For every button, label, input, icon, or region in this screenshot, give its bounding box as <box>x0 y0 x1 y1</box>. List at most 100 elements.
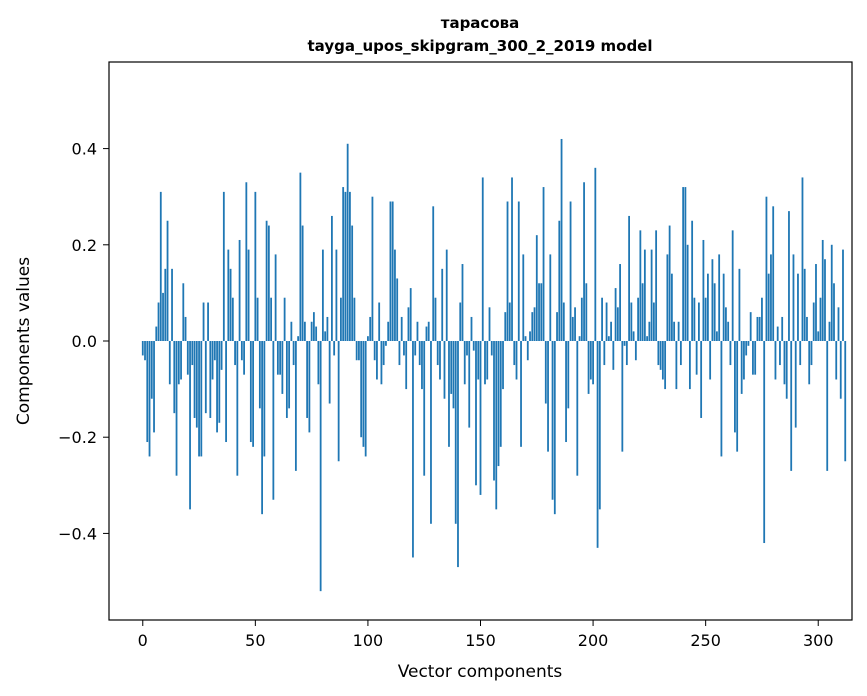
y-axis-label: Components values <box>14 257 34 425</box>
bar <box>227 249 230 341</box>
bar <box>628 215 630 341</box>
bar <box>186 341 189 375</box>
bar <box>414 341 417 356</box>
bar <box>679 341 682 366</box>
bar <box>360 341 363 438</box>
bar <box>159 191 162 341</box>
y-tick-label: 0.4 <box>72 140 97 159</box>
bar <box>772 206 775 341</box>
bar <box>432 206 435 341</box>
x-tick-label: 50 <box>245 631 265 650</box>
bar <box>826 341 829 471</box>
bar <box>574 307 576 341</box>
bar <box>481 177 484 341</box>
bar <box>315 326 318 341</box>
bar <box>781 316 784 341</box>
bar <box>709 341 712 380</box>
bar <box>155 326 158 341</box>
y-tick-label: 0.2 <box>72 236 97 255</box>
bar <box>216 341 218 433</box>
bar <box>162 292 164 341</box>
bar <box>472 341 475 351</box>
bar <box>245 182 248 341</box>
bar <box>371 196 374 341</box>
bar <box>416 321 419 341</box>
chart-title: тарасова <box>441 14 520 32</box>
bar <box>686 244 689 341</box>
bar <box>758 316 761 341</box>
bar <box>729 341 732 366</box>
bar <box>828 321 831 341</box>
bar <box>238 239 241 341</box>
bar <box>486 341 489 380</box>
bar <box>276 341 279 375</box>
bar <box>704 297 707 341</box>
bar <box>740 341 743 394</box>
bar <box>353 297 356 341</box>
bar <box>520 341 522 447</box>
bar <box>148 341 151 457</box>
bar <box>513 341 516 366</box>
bar <box>632 331 635 341</box>
bar <box>598 341 601 510</box>
bar <box>605 302 608 341</box>
bar <box>281 341 284 394</box>
bar <box>799 341 802 366</box>
bar <box>254 191 257 341</box>
bar <box>601 297 603 341</box>
bar <box>229 268 232 341</box>
bar <box>184 316 187 341</box>
bar <box>175 341 178 476</box>
bar <box>479 341 482 495</box>
bar <box>213 341 216 361</box>
bar <box>731 230 734 341</box>
bars-group <box>141 138 847 592</box>
bar <box>272 341 275 500</box>
bar <box>153 341 155 433</box>
bar <box>231 297 234 341</box>
bar <box>670 273 673 341</box>
bar <box>177 341 180 385</box>
bar <box>493 341 495 481</box>
bar <box>317 341 320 385</box>
bar <box>369 316 372 341</box>
bar <box>382 341 385 366</box>
bar <box>698 302 700 341</box>
bar <box>700 341 703 418</box>
bar <box>720 341 723 457</box>
y-tick-label: 0.0 <box>72 332 97 351</box>
bar <box>589 341 592 380</box>
bar <box>596 341 599 548</box>
bar <box>387 321 390 341</box>
bar <box>551 341 554 500</box>
bar <box>308 341 311 433</box>
bar <box>477 341 480 380</box>
bar <box>484 341 486 385</box>
bar <box>756 316 759 341</box>
bar <box>306 341 309 418</box>
bar <box>234 341 236 366</box>
bar <box>603 341 606 366</box>
bar <box>249 341 252 443</box>
bar <box>450 341 453 394</box>
bar <box>499 341 502 447</box>
bar <box>790 341 793 471</box>
bar <box>144 341 146 361</box>
bar <box>675 341 678 390</box>
bar <box>195 341 198 428</box>
bar <box>362 341 365 447</box>
bar <box>738 268 741 341</box>
bar <box>562 302 565 341</box>
bar <box>506 201 509 341</box>
bar <box>202 302 205 341</box>
bar <box>380 341 383 385</box>
bar <box>200 341 203 457</box>
x-tick-label: 100 <box>353 631 384 650</box>
bar <box>328 341 331 404</box>
bar <box>511 177 513 341</box>
bar <box>779 341 781 366</box>
bar <box>441 268 444 341</box>
bar <box>650 249 653 341</box>
bar <box>398 341 401 366</box>
